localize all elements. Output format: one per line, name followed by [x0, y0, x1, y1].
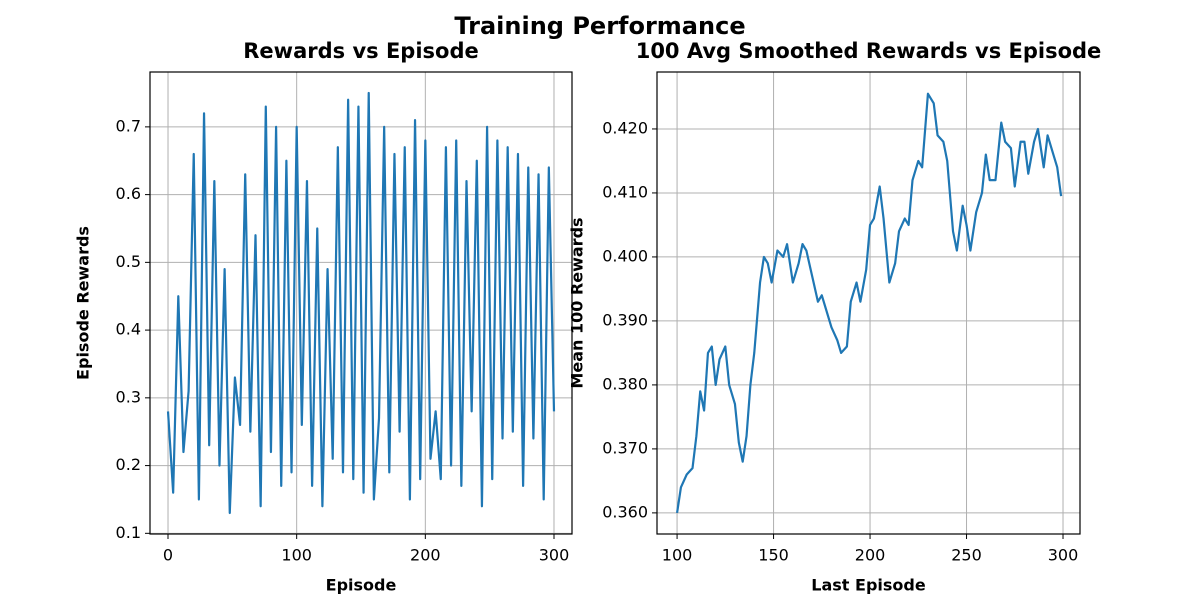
y-tick-label: 0.390: [602, 310, 648, 329]
x-tick-label: 300: [1048, 546, 1079, 565]
data-line: [166, 91, 556, 515]
subplot-title: Rewards vs Episode: [243, 39, 478, 63]
subplot-title: 100 Avg Smoothed Rewards vs Episode: [636, 39, 1102, 63]
x-axis-label: Episode: [326, 576, 397, 595]
y-tick-label: 0.6: [116, 184, 141, 203]
x-tick-label: 100: [662, 546, 693, 565]
x-tick-label: 300: [539, 546, 570, 565]
y-tick-label: 0.7: [116, 116, 141, 135]
x-tick-label: 0: [163, 546, 173, 565]
x-tick-label: 100: [281, 546, 312, 565]
y-tick-label: 0.420: [602, 118, 648, 137]
y-tick-label: 0.380: [602, 374, 648, 393]
y-tick-label: 0.2: [116, 455, 141, 474]
y-tick-label: 0.4: [116, 320, 141, 339]
y-axis-label: Episode Rewards: [74, 226, 93, 380]
x-tick-label: 150: [758, 546, 789, 565]
axes-frame: [149, 71, 573, 535]
y-tick-label: 0.3: [116, 387, 141, 406]
y-tick-label: 0.1: [116, 523, 141, 542]
axes-frame: [656, 71, 1081, 535]
x-tick-label: 250: [951, 546, 982, 565]
y-tick-label: 0.360: [602, 502, 648, 521]
y-tick-label: 0.370: [602, 438, 648, 457]
y-axis-label: Mean 100 Rewards: [568, 217, 587, 388]
y-tick-label: 0.410: [602, 182, 648, 201]
y-tick-label: 0.400: [602, 246, 648, 265]
x-tick-label: 200: [855, 546, 886, 565]
x-tick-label: 200: [410, 546, 441, 565]
x-axis-label: Last Episode: [811, 576, 926, 595]
figure-title: Training Performance: [454, 12, 745, 40]
y-tick-label: 0.5: [116, 252, 141, 271]
data-line: [675, 92, 1063, 514]
